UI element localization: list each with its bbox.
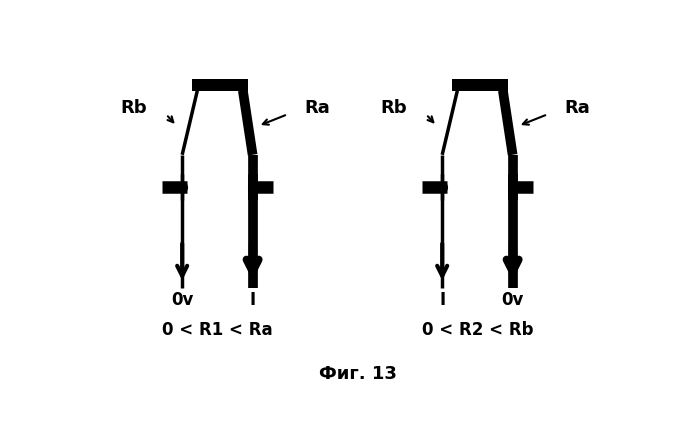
Text: 0v: 0v [171, 290, 194, 308]
Bar [452, 80, 508, 92]
Text: Rb: Rb [120, 99, 147, 117]
Bar [192, 80, 248, 92]
Text: 0v: 0v [501, 290, 524, 308]
Text: Ra: Ra [565, 99, 591, 117]
Text: 0 < R2 < Rb: 0 < R2 < Rb [421, 320, 533, 338]
Text: I: I [439, 290, 445, 308]
Text: Rb: Rb [380, 99, 407, 117]
Text: Ra: Ra [305, 99, 331, 117]
Text: I: I [250, 290, 256, 308]
Text: Фиг. 13: Фиг. 13 [319, 364, 397, 382]
Text: 0 < R1 < Ra: 0 < R1 < Ra [162, 320, 273, 338]
